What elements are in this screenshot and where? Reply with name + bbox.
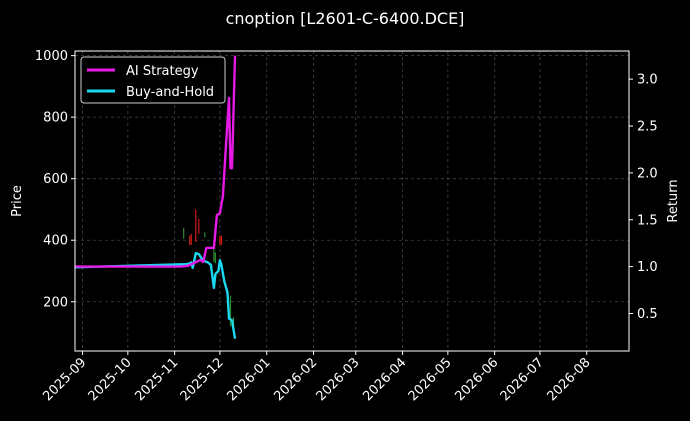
- chart-title: cnoption [L2601-C-6400.DCE]: [226, 9, 465, 28]
- y-left-tick-label: 1000: [35, 49, 68, 64]
- legend-box: [80, 56, 226, 104]
- legend-label-ai-strategy: AI Strategy: [126, 64, 199, 79]
- y-left-tick-label: 400: [43, 234, 68, 249]
- legend-label-buy-and-hold: Buy-and-Hold: [126, 85, 214, 100]
- y-left-tick-label: 800: [43, 111, 68, 126]
- y-left-tick-label: 600: [43, 172, 68, 187]
- series-lines: [74, 55, 237, 339]
- legend: AI Strategy Buy-and-Hold: [80, 56, 226, 104]
- y-axis-right-label: Return: [666, 179, 681, 222]
- plot-frame: [74, 50, 630, 352]
- y-right-tick-label: 1.5: [637, 213, 658, 228]
- y-right-tick-label: 2.0: [637, 166, 658, 181]
- y-left-tick-label: 200: [43, 295, 68, 310]
- y-right-tick-label: 0.5: [637, 307, 658, 322]
- series-line-ai-strategy: [75, 55, 237, 268]
- y-right-tick-label: 3.0: [637, 73, 658, 88]
- y-right-tick-label: 2.5: [637, 120, 658, 135]
- y-axis-left-label: Price: [10, 185, 25, 217]
- y-right-tick-label: 1.0: [637, 260, 658, 275]
- trade-signals: [183, 209, 235, 330]
